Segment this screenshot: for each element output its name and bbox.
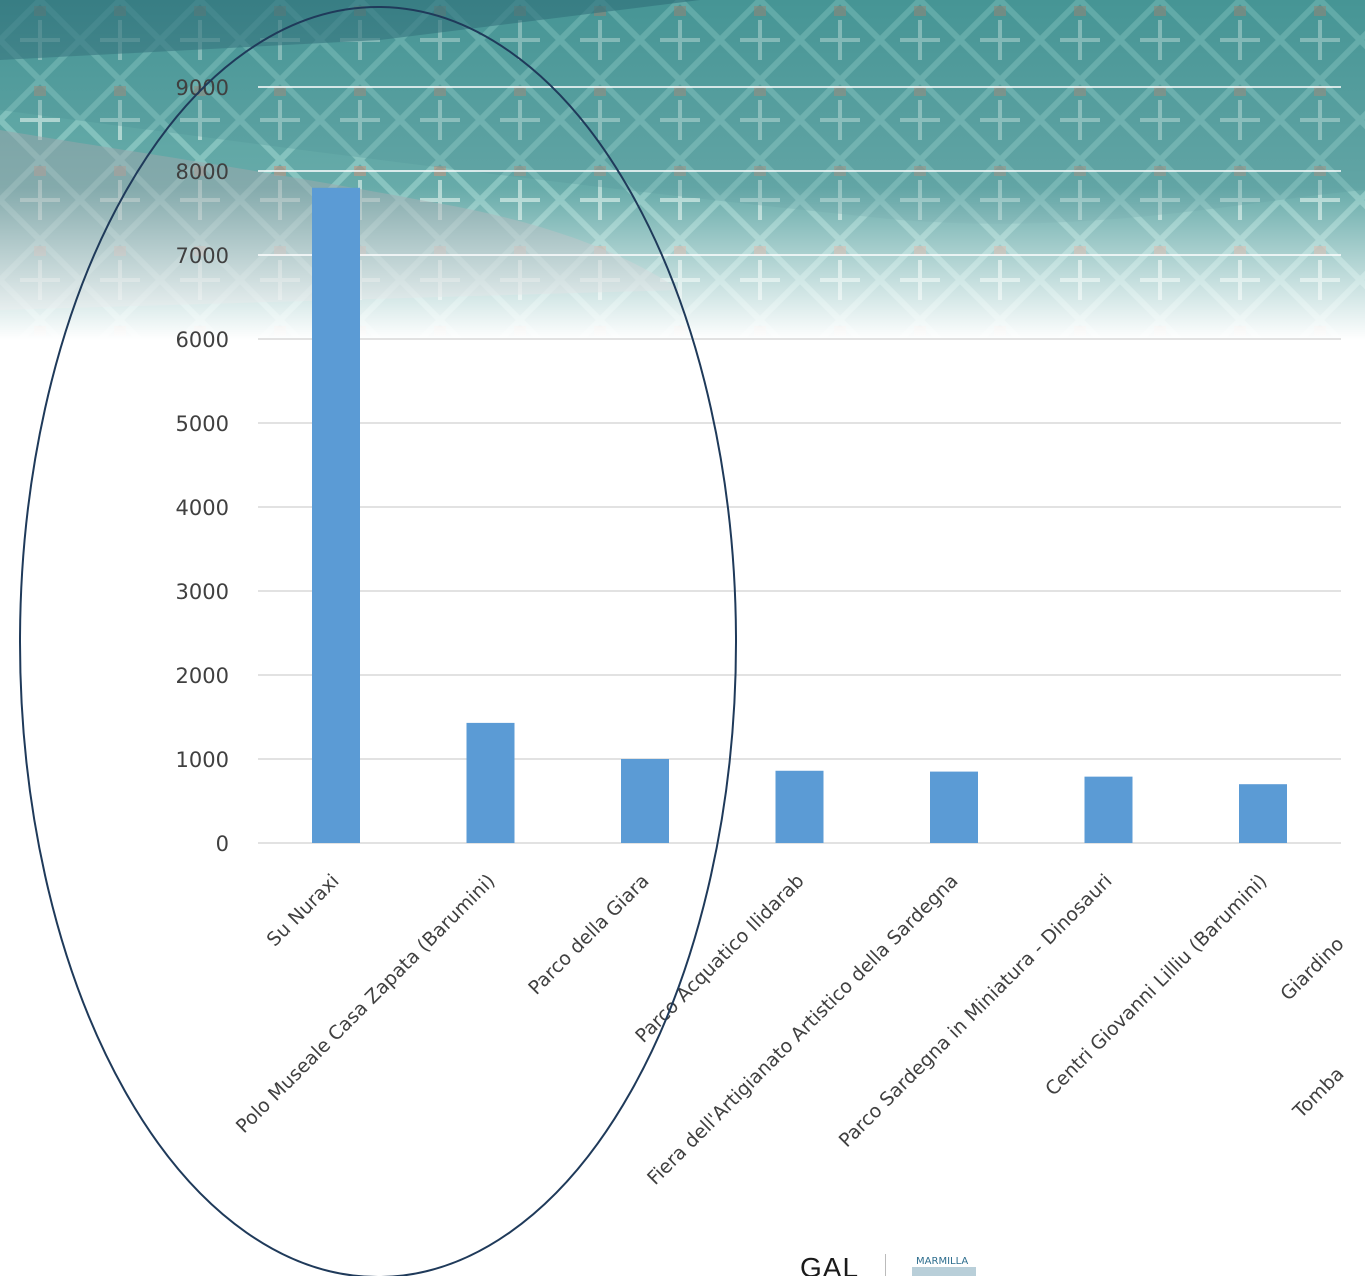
x-category-label: Parco Sardegna in Miniatura - Dinosauri	[835, 870, 1117, 1152]
x-category-label: Polo Museale Casa Zapata (Barumini)	[232, 870, 500, 1138]
marmilla-logo-text: MARMILLA	[912, 1256, 977, 1276]
footer-logo: GAL MARMILLA	[800, 1250, 977, 1276]
bars	[312, 187, 1287, 844]
y-tick-label: 2000	[176, 664, 229, 688]
gridlines	[258, 86, 1341, 844]
y-tick-label: 1000	[176, 748, 229, 772]
y-tick-label: 6000	[176, 328, 229, 352]
logo-divider	[885, 1254, 887, 1276]
y-tick-label: 4000	[176, 496, 229, 520]
x-category-label: Giardino	[1276, 933, 1348, 1005]
y-tick-label: 0	[216, 832, 229, 856]
y-tick-label: 8000	[176, 160, 229, 184]
bar	[930, 771, 978, 843]
gal-logo-text: GAL	[800, 1252, 860, 1276]
x-category-label: Su Nuraxi	[263, 870, 344, 951]
bar	[775, 770, 824, 843]
x-category-label: Parco Acquatico Ilidarab	[631, 870, 808, 1047]
x-category-label: Parco della Giara	[524, 870, 653, 999]
bar	[621, 759, 669, 843]
bar	[466, 722, 515, 843]
highlight-ellipse	[19, 6, 737, 1276]
y-tick-label: 5000	[176, 412, 229, 436]
bar	[312, 187, 360, 844]
y-tick-label: 7000	[176, 244, 229, 268]
y-tick-label: 3000	[176, 580, 229, 604]
x-category-label: Tomba	[1288, 1063, 1348, 1123]
bar	[1084, 776, 1133, 843]
bar	[1239, 784, 1287, 843]
x-category-label: Fiera dell'Artigianato Artistico della S…	[643, 870, 962, 1189]
